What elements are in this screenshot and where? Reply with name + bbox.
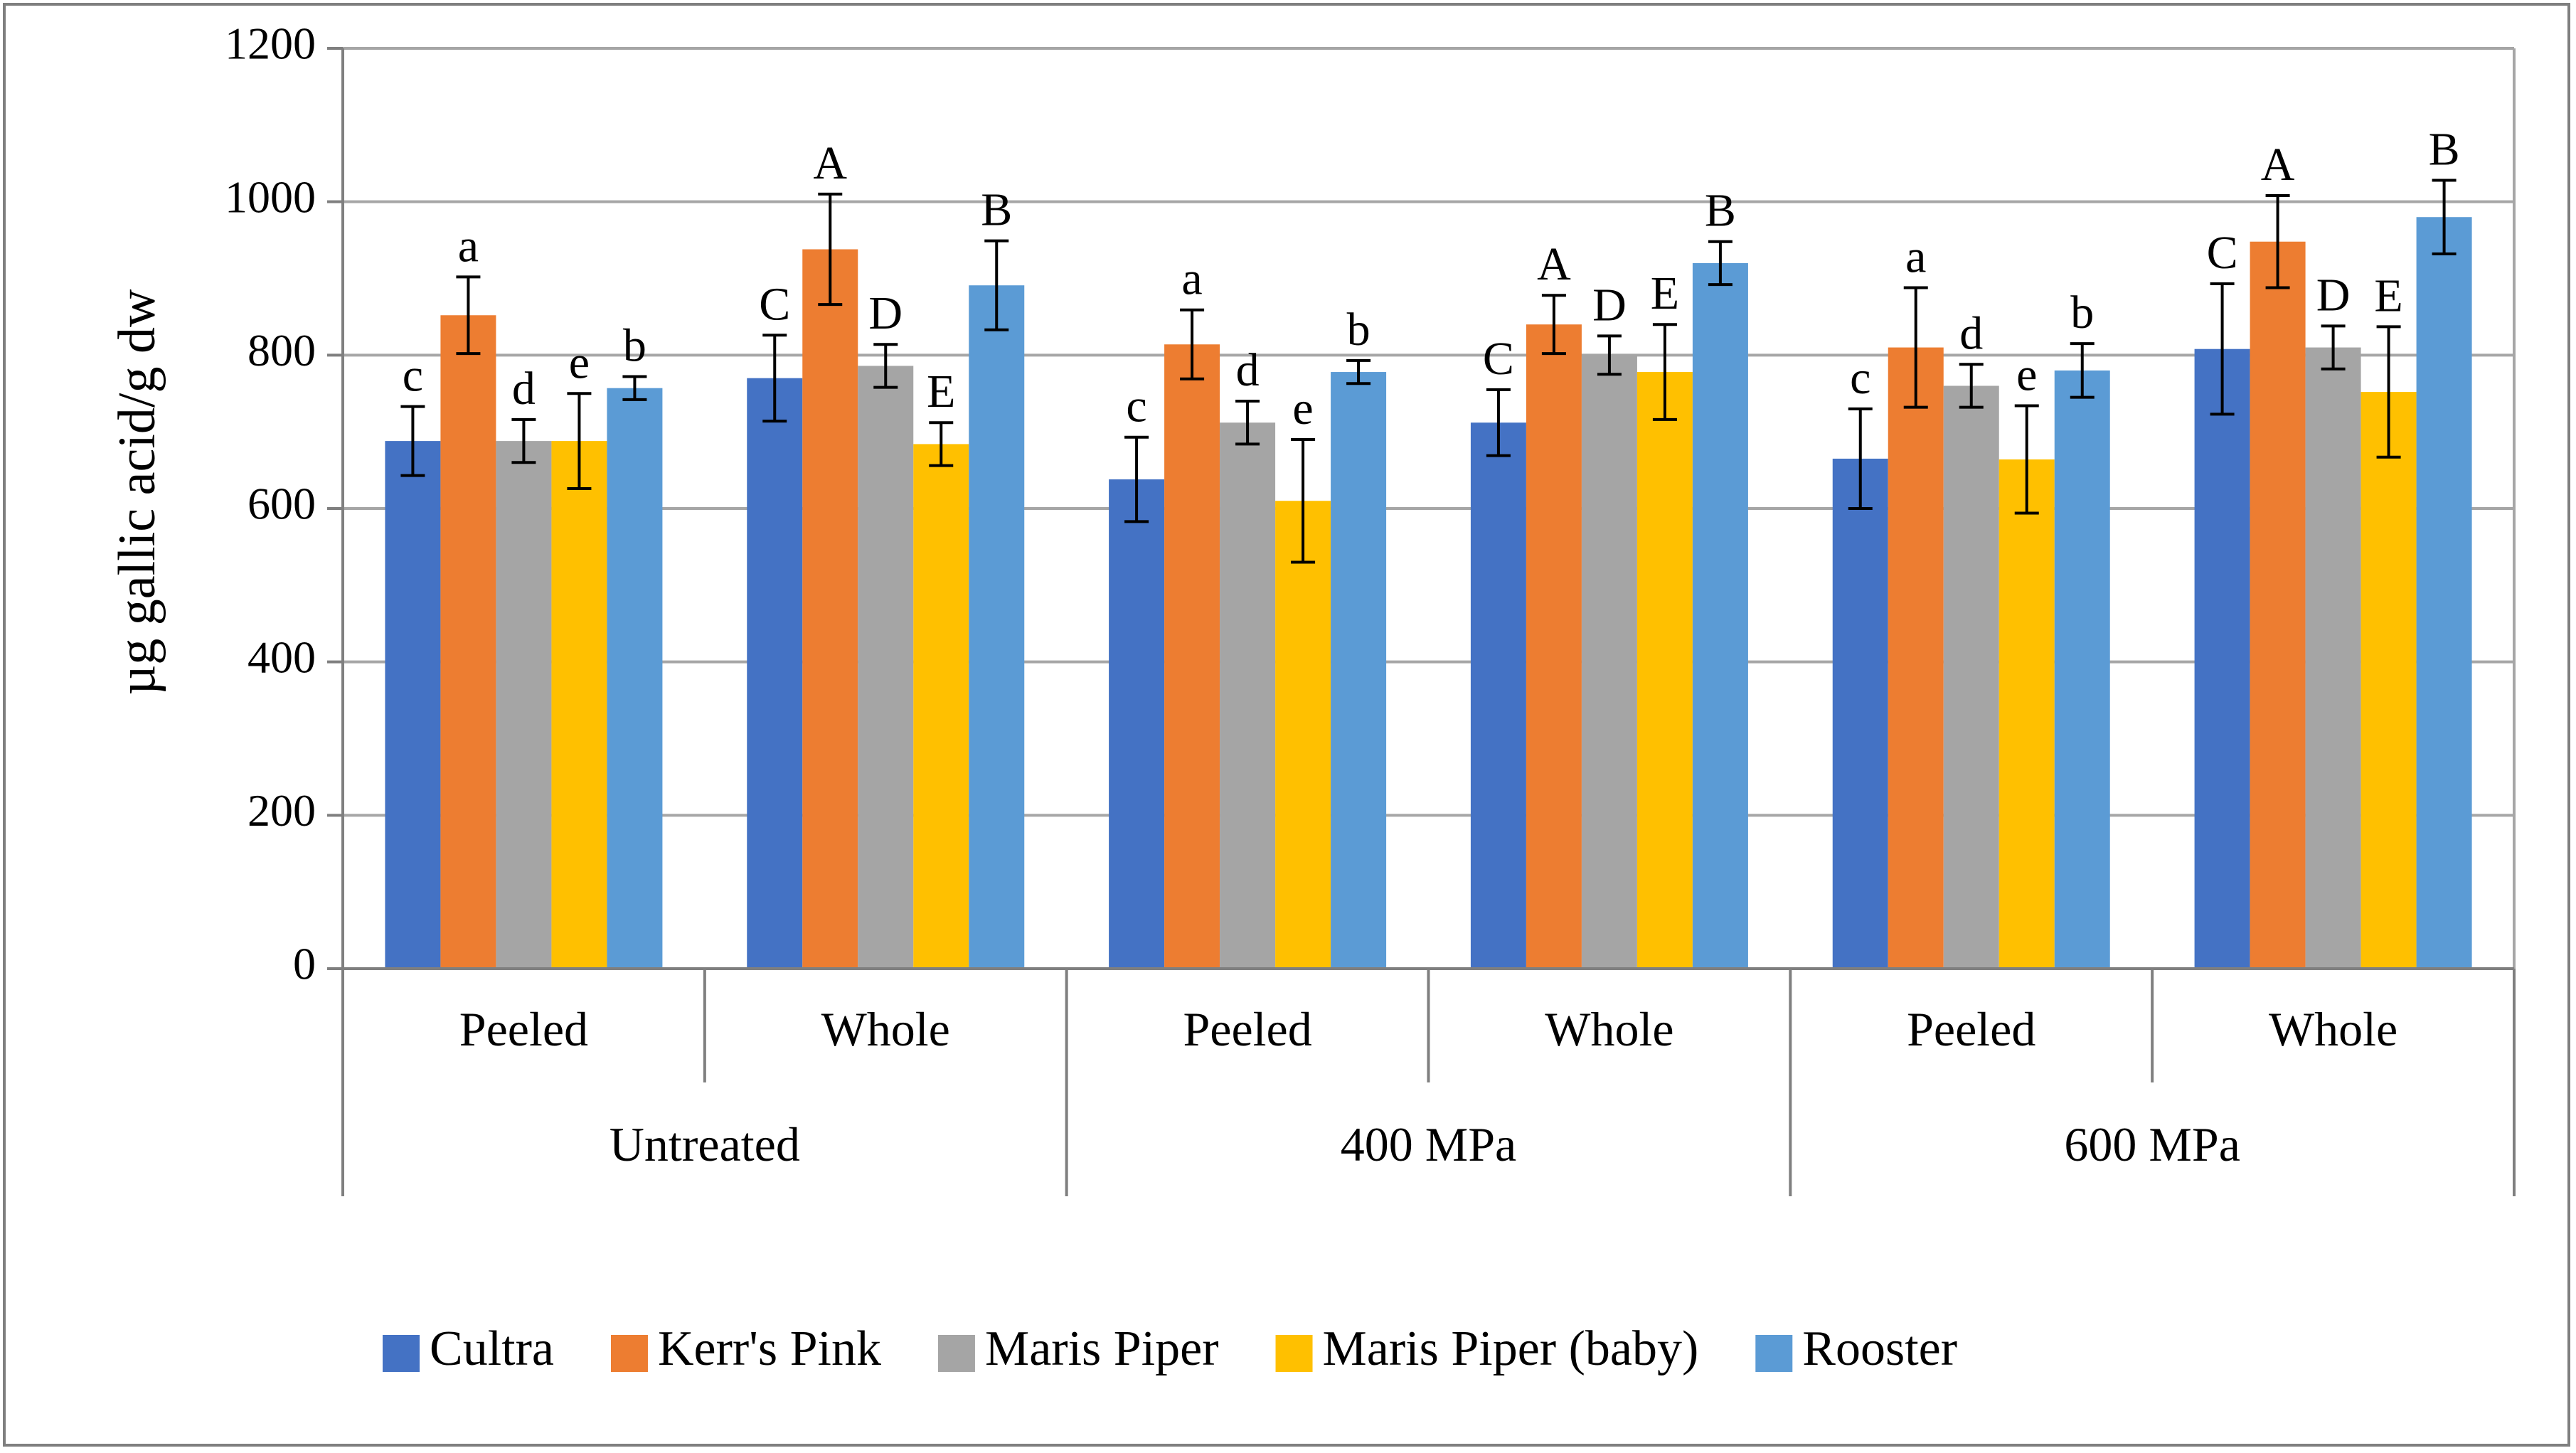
bar-letter-label: C [2207,227,2238,279]
bar [1164,344,1220,969]
bar-letter-label: b [1347,304,1371,356]
legend-swatch [1275,1335,1313,1372]
bar-letter-label: A [813,137,847,189]
bar [1943,385,1999,969]
bar-letter-label: d [1959,307,1983,359]
y-tick-label: 1200 [225,18,316,69]
bar [1581,355,1637,969]
bar [1220,422,1276,969]
x-category-label: Whole [2269,1002,2397,1056]
bar-letter-label: a [1181,253,1202,305]
legend-swatch [937,1335,975,1372]
bar [2054,370,2110,969]
bar [969,285,1025,969]
bar-letter-label: d [512,363,536,415]
y-tick-label: 1000 [225,171,316,222]
bar-letter-label: b [2070,287,2094,339]
bars [385,217,2472,969]
bar-letter-label: a [1905,230,1926,282]
bar [858,366,914,969]
legend-label: Rooster [1802,1321,1957,1376]
bar [607,388,663,969]
x-category-label: Peeled [1183,1002,1311,1056]
x-category-label: Whole [821,1002,950,1056]
legend-label: Maris Piper (baby) [1323,1321,1699,1376]
legend: Cultra Kerr's Pink Maris Piper Maris Piper … [383,1321,1957,1376]
bar [1331,372,1387,969]
bar-letter-label: B [981,184,1012,236]
gridlines [343,47,2516,970]
legend-label: Maris Piper [985,1321,1219,1376]
bar-letter-label: B [1705,185,1736,237]
bar [2361,392,2417,969]
bar-letter-label: C [1483,333,1514,385]
bar [2416,217,2472,969]
bar [385,441,441,969]
bar-letter-label: D [868,287,903,339]
bar-letter-label: e [1292,383,1313,435]
bar [1109,479,1165,969]
x-category-label: Peeled [459,1002,588,1056]
legend-swatch [610,1335,648,1372]
bar [440,315,496,969]
legend-swatch [1755,1335,1793,1372]
bar-letter-label: A [2261,139,2295,191]
bar-letter-label: E [927,366,955,417]
bar [1275,501,1331,969]
axes: 0 200 400 600 800 1000 1200 Peeled Whole Peeled Wh… [225,18,2516,1196]
x-group-label: 400 MPa [1341,1117,1516,1171]
bar [1888,347,1944,969]
bar-letter-label: E [2374,270,2402,321]
bar [1692,262,1748,969]
bar [496,441,552,969]
bar-letter-label: C [759,278,790,330]
bar-letter-label: c [1850,352,1870,404]
bar-letter-label: D [1592,279,1627,331]
bar [1526,324,1582,969]
bar-letter-label: c [403,350,423,402]
y-tick-label: 200 [248,785,316,836]
bar-letter-label: D [2316,269,2351,321]
bar [913,444,969,969]
bar [1470,422,1526,969]
bar-letter-label: a [458,220,479,272]
bar [551,441,607,969]
error-bars [400,179,2457,564]
bar [1832,458,1888,969]
bar [747,378,803,969]
bar-letter-label: e [569,336,590,388]
bar [1636,372,1693,969]
bar-letter-label: b [623,320,646,372]
y-tick-label: 400 [248,632,316,682]
bar [2194,348,2250,969]
y-tick-label: 0 [293,939,316,989]
bar-letter-label: E [1651,267,1679,319]
bar-letter-label: A [1537,238,1571,290]
x-group-label: 600 MPa [2064,1117,2240,1171]
bar [802,249,858,969]
x-group-label: Untreated [610,1117,800,1171]
y-axis-title: µg gallic acid/g dw [108,289,166,695]
y-tick-label: 600 [248,479,316,529]
bar [2305,347,2361,969]
bar-letter-label: e [2016,349,2037,401]
legend-label: Kerr's Pink [658,1321,881,1376]
x-category-label: Whole [1545,1002,1673,1056]
bar-letter-label: c [1126,380,1146,432]
bar [2250,241,2306,969]
y-tick-label: 800 [248,325,316,376]
bar-letter-label: B [2429,123,2460,175]
x-category-label: Peeled [1907,1002,2035,1056]
bar-letter-label: d [1236,344,1260,396]
legend-label: Cultra [430,1321,554,1376]
legend-swatch [383,1335,420,1372]
bar [1998,459,2055,969]
